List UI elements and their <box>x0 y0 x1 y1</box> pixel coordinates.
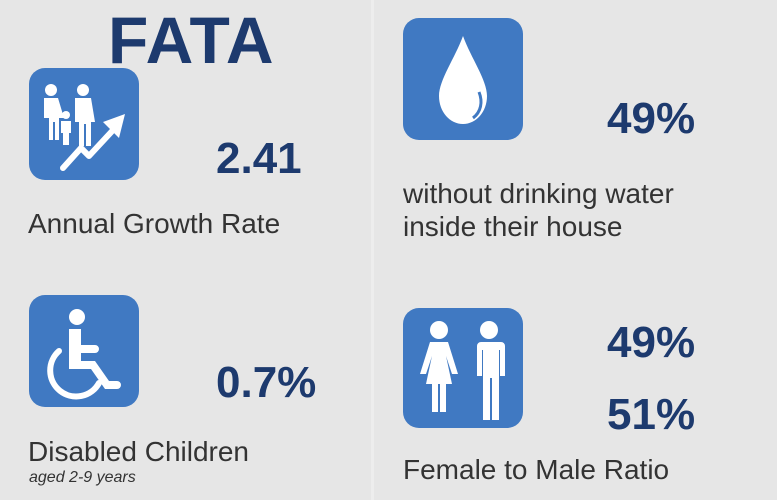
family-growth-icon <box>29 68 139 180</box>
disabled-sublabel: aged 2-9 years <box>29 469 136 486</box>
water-drop-icon <box>403 18 523 140</box>
growth-label: Annual Growth Rate <box>28 208 281 239</box>
male-value: 51% <box>607 390 696 439</box>
growth-value: 2.41 <box>216 134 302 183</box>
disabled-label: Disabled Children <box>28 436 250 467</box>
gender-label: Female to Male Ratio <box>403 454 670 485</box>
female-male-icon <box>403 308 523 428</box>
disabled-value: 0.7% <box>216 358 317 407</box>
column-divider <box>371 0 374 500</box>
water-label-line1: without drinking water <box>403 178 674 209</box>
page-title: FATA <box>108 3 275 77</box>
water-label-line2: inside their house <box>403 211 623 242</box>
water-value: 49% <box>607 94 696 143</box>
female-value: 49% <box>607 318 696 367</box>
wheelchair-icon <box>29 295 139 407</box>
